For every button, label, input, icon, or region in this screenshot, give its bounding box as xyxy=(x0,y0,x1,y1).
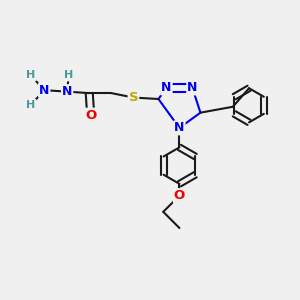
Text: H: H xyxy=(64,70,73,80)
Text: N: N xyxy=(39,84,50,97)
Text: O: O xyxy=(85,109,96,122)
Text: S: S xyxy=(129,91,138,104)
Text: N: N xyxy=(161,82,172,94)
Text: O: O xyxy=(174,189,185,202)
Text: N: N xyxy=(174,122,184,134)
Text: H: H xyxy=(26,100,36,110)
Text: N: N xyxy=(62,85,72,98)
Text: N: N xyxy=(187,82,198,94)
Text: H: H xyxy=(26,70,36,80)
